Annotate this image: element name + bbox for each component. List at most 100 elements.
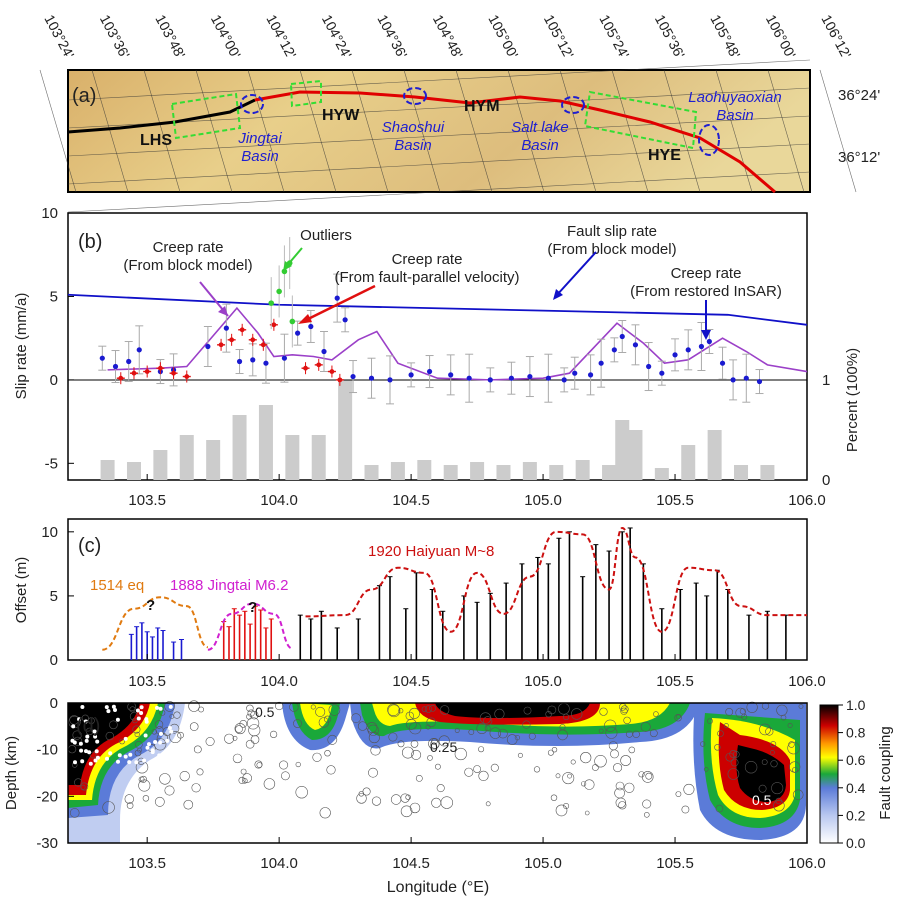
seismic-event	[362, 787, 371, 796]
graticule-line	[143, 69, 181, 193]
seismic-event	[436, 784, 445, 793]
slip-series	[67, 237, 808, 405]
x-tick-label: 105.5	[656, 673, 694, 690]
x-tick-label: 105.5	[656, 492, 694, 509]
insar-point	[223, 325, 229, 331]
seismic-event-white	[78, 741, 83, 746]
fpv-point	[271, 322, 277, 328]
seismic-event	[426, 717, 437, 728]
seismic-event	[140, 775, 147, 783]
seismic-event-white	[134, 760, 139, 765]
panel-d-ylabel: Depth (km)	[3, 736, 20, 810]
seismic-event	[464, 767, 474, 777]
graticule-line	[455, 69, 493, 193]
y-tick-label: 10	[41, 205, 58, 222]
seismic-event	[746, 701, 758, 713]
text-line: Salt lake	[511, 119, 569, 136]
seismic-event	[761, 759, 768, 765]
fpv-point	[229, 337, 235, 343]
fault-slip-line	[67, 293, 808, 326]
percent-bar	[206, 440, 221, 480]
map-graticule	[39, 59, 857, 213]
panel-b-ylabel-right: Percent (100%)	[844, 348, 861, 452]
insar-point	[236, 358, 243, 365]
seismic-event	[641, 771, 654, 783]
lat-label-south: 36°12'	[838, 149, 880, 166]
basin-ellipse-laohuyaoxian	[698, 124, 720, 156]
seismic-event	[72, 730, 82, 740]
colorbar-ticks: 0.0 0.2 0.4 0.6 0.8 1.0	[838, 697, 866, 851]
seismic-event	[126, 802, 134, 809]
seismic-event	[624, 782, 635, 793]
panel-b-frame	[67, 212, 808, 481]
percent-bar	[338, 380, 353, 480]
seismic-event	[675, 791, 682, 797]
seismic-event	[723, 723, 729, 728]
seismic-event	[154, 720, 164, 729]
seismic-event	[570, 708, 583, 720]
y-right-tick-label: 0	[822, 472, 830, 489]
seismic-event	[132, 717, 138, 724]
percent-bar	[390, 462, 405, 480]
seismic-event	[183, 799, 194, 810]
seismic-event	[119, 738, 125, 745]
text-line: Fault slip rate	[567, 223, 657, 240]
seismic-event	[246, 704, 254, 712]
seismic-event-white	[165, 756, 170, 761]
seismic-event-white	[113, 708, 117, 712]
insar-point	[527, 373, 533, 380]
segment-label-lhs: LHS	[140, 132, 172, 149]
seismic-event	[134, 749, 142, 757]
seismic-event	[599, 707, 608, 716]
svg-text:(b): (b)	[78, 231, 102, 253]
seismic-event-white	[127, 760, 132, 765]
seismic-event	[715, 804, 724, 813]
fpv-point	[260, 342, 266, 348]
fpv-point	[329, 369, 335, 374]
seismic-event-white	[143, 733, 148, 738]
y-right-tick-label: 1	[822, 372, 830, 389]
seismic-event	[620, 755, 632, 766]
seismic-event	[758, 784, 767, 793]
seismic-event	[351, 713, 361, 724]
insar-point	[646, 363, 652, 370]
seismic-event	[707, 718, 713, 724]
seismic-event	[397, 740, 405, 748]
seismic-event	[765, 727, 774, 736]
contour-label-2: 0.25	[430, 739, 457, 755]
seismic-event	[87, 717, 95, 725]
graticule-line	[403, 69, 441, 193]
seismic-event	[408, 707, 420, 719]
seismic-event	[557, 729, 568, 741]
seismic-event	[683, 783, 695, 795]
seismic-event	[771, 782, 784, 795]
seismic-event-white	[88, 761, 93, 766]
seismic-event	[247, 717, 260, 730]
seismic-event	[368, 732, 380, 744]
percent-bar	[496, 465, 511, 480]
percent-bar	[232, 415, 247, 480]
seismic-event	[198, 706, 204, 713]
insar-point	[598, 360, 604, 366]
seismic-event	[625, 730, 633, 738]
seismic-event	[232, 753, 243, 764]
seismic-event	[584, 810, 590, 816]
seismic-event	[248, 724, 261, 737]
seismic-event	[193, 745, 202, 754]
colorbar-tick-label: 1.0	[846, 697, 866, 713]
basin-label-laohuyaoxian: Laohuyaoxian Basin	[688, 89, 781, 124]
seismic-event	[102, 801, 115, 814]
seismic-event	[295, 761, 301, 768]
seismic-event	[74, 778, 83, 787]
seismic-event	[440, 796, 453, 809]
seismic-event	[615, 797, 626, 808]
x-tick-label: 103.5	[128, 855, 166, 872]
insar-point	[545, 375, 551, 381]
seismic-event	[134, 731, 140, 738]
text-line: Basin	[241, 148, 279, 165]
graticule-line	[559, 69, 597, 193]
seismic-event	[780, 714, 787, 721]
seismic-event	[137, 747, 142, 753]
seismic-event	[775, 797, 782, 805]
seismic-event	[545, 710, 552, 718]
